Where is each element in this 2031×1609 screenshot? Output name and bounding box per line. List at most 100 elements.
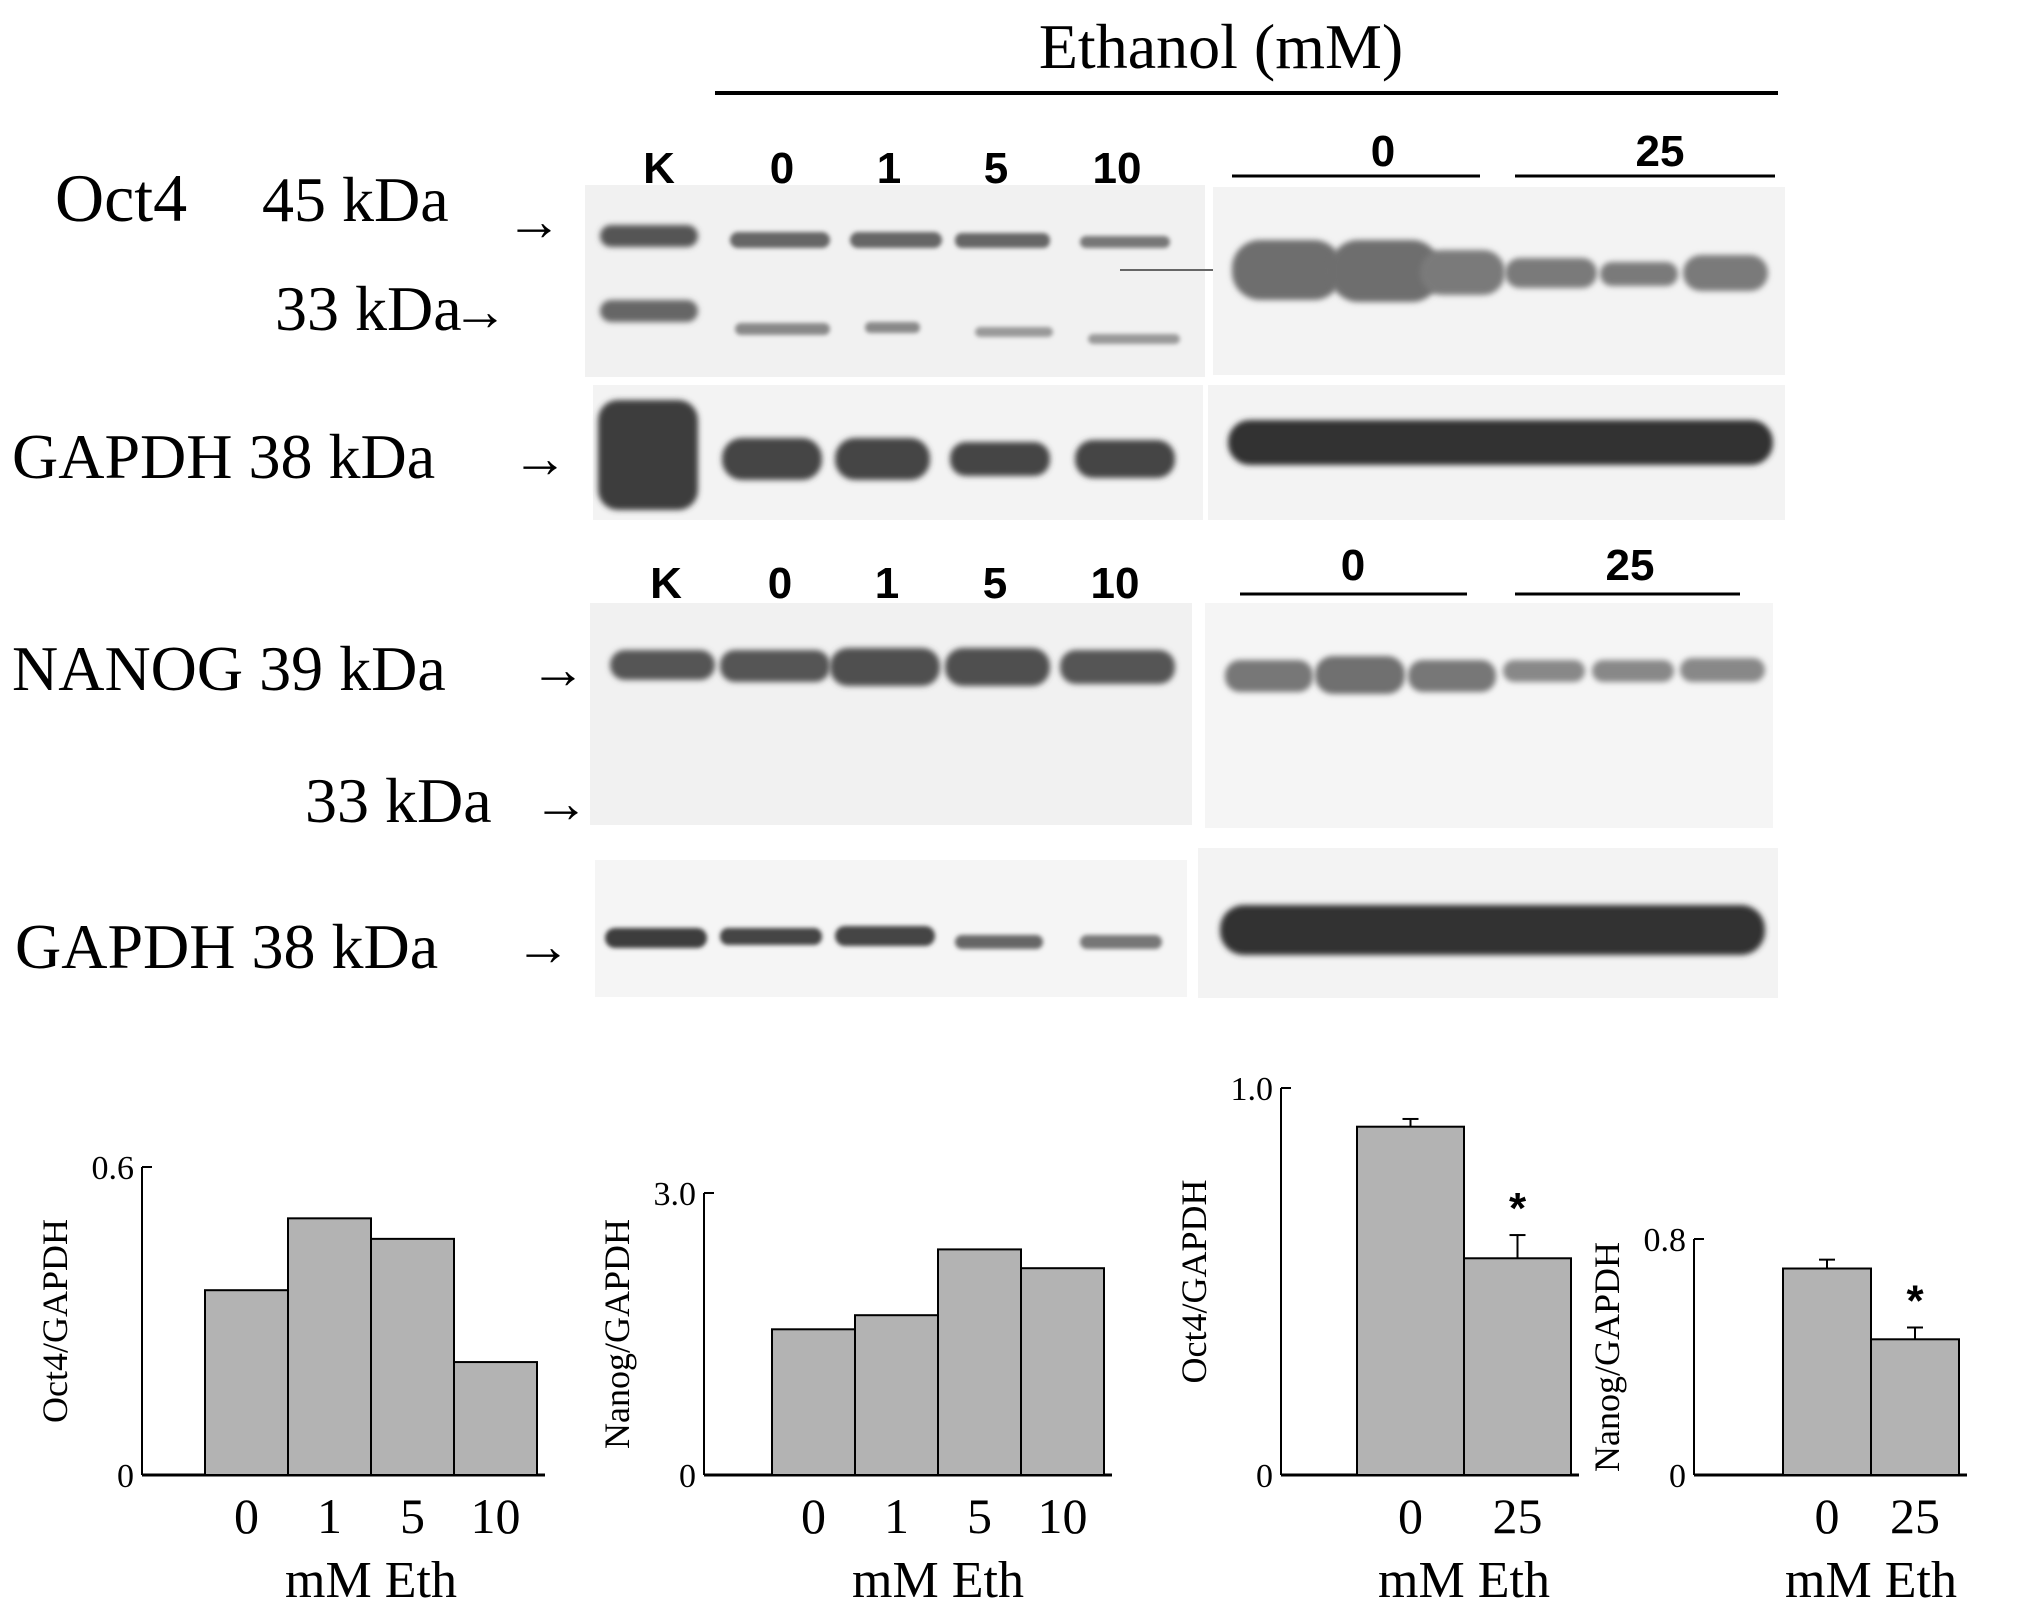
gapdh-2-band-1 [835, 926, 935, 946]
lane-label-10: 10 [1093, 144, 1142, 193]
gapdh-arrow-2: → [515, 916, 571, 978]
x-tick-label: 10 [471, 1488, 521, 1544]
nanog-lane-label-5: 5 [983, 559, 1007, 608]
gapdh-2-band-r [1220, 905, 1765, 955]
nanog-blot-right-panel [1205, 603, 1773, 828]
nanog-arrow-39: → [530, 639, 586, 701]
x-axis-label: mM Eth [285, 1552, 457, 1609]
oct4-band-r-6 [1683, 255, 1768, 291]
gapdh-1-band-1 [835, 438, 930, 480]
oct4-band-r-2 [1330, 240, 1440, 302]
bar-10 [1020, 1267, 1105, 1476]
nanog-arrow-33: → [533, 773, 589, 835]
oct4-band-10-45 [1080, 236, 1170, 248]
x-tick-label: 10 [1038, 1488, 1088, 1544]
y-tick-label: 0.8 [1644, 1222, 1687, 1259]
y-tick-label: 0 [1256, 1458, 1273, 1495]
x-tick-label: 5 [400, 1488, 425, 1544]
x-axis-label: mM Eth [1785, 1552, 1957, 1609]
bar-0 [1782, 1267, 1872, 1476]
gapdh-label-1: GAPDH 38 kDa [12, 421, 435, 492]
oct4-band-r-4 [1505, 258, 1597, 288]
x-tick-label: 0 [1398, 1488, 1423, 1544]
gapdh-2-band-k [605, 928, 707, 948]
nanog-group-label-0: 0 [1341, 541, 1365, 590]
nanog-band-k [610, 650, 715, 680]
nanog-protein-label: NANOG 39 kDa [12, 633, 446, 704]
gapdh-1-band-5 [950, 442, 1050, 476]
gapdh-1-band-0 [722, 438, 822, 480]
nanog-band-r-5 [1592, 660, 1674, 682]
x-tick-label: 0 [234, 1488, 259, 1544]
marker-arrow-33: → [452, 281, 508, 343]
nanog-band-10 [1060, 650, 1175, 684]
oct4-band-r-1 [1232, 240, 1342, 300]
bar-5 [370, 1237, 455, 1477]
lane-label-1: 1 [877, 144, 901, 193]
chart-4: 0 0.8 0 * 25 mM Eth Nanog/GAPDH [1587, 1222, 1967, 1609]
y-axis-label: Oct4/GAPDH [1174, 1180, 1214, 1384]
nanog-band-r-6 [1680, 658, 1765, 682]
oct4-band-0-33 [735, 323, 830, 335]
bar-5 [937, 1248, 1022, 1477]
gapdh-1-band-r [1228, 420, 1773, 465]
gapdh-1-band-10 [1075, 440, 1175, 478]
nanog-band-0 [720, 650, 830, 682]
gapdh-arrow-1: → [512, 428, 568, 490]
y-tick-label: 3.0 [654, 1176, 697, 1213]
marker-arrow-45: → [506, 191, 562, 253]
x-tick-label: 25 [1493, 1488, 1543, 1544]
nanog-band-r-2 [1315, 656, 1405, 694]
bar-0 [1356, 1125, 1465, 1476]
y-tick-label: 0.6 [92, 1150, 135, 1187]
oct4-band-1-45 [850, 232, 942, 248]
nanog-group-label-25: 25 [1606, 541, 1655, 590]
nanog-band-r-4 [1503, 660, 1585, 682]
nanog-blot-left-panel [590, 603, 1192, 825]
x-tick-label: 25 [1890, 1488, 1940, 1544]
bar-25 [1870, 1338, 1960, 1477]
oct4-band-r-3 [1420, 250, 1505, 295]
significance-marker: * [1509, 1184, 1527, 1233]
nanog-lane-label-1: 1 [875, 559, 899, 608]
oct4-protein-label: Oct4 [55, 160, 187, 236]
group-label-0: 0 [1371, 127, 1395, 176]
gapdh-1-band-k [598, 400, 698, 510]
x-tick-label: 5 [967, 1488, 992, 1544]
nanog-lane-label-0: 0 [768, 559, 792, 608]
oct4-band-k-33 [600, 300, 698, 322]
bar-1 [854, 1314, 939, 1476]
x-axis-label: mM Eth [1378, 1552, 1550, 1609]
x-tick-label: 0 [801, 1488, 826, 1544]
y-tick-label: 0 [679, 1458, 696, 1495]
y-axis-label: Nanog/GAPDH [597, 1219, 637, 1449]
oct4-blot-left-panel [585, 185, 1205, 377]
x-tick-label: 1 [317, 1488, 342, 1544]
oct4-band-0-45 [730, 232, 830, 248]
nanog-blot: K 0 1 5 10 0 25 NANOG 39 kDa → 33 kDa → [12, 541, 1773, 836]
oct4-band-k-45 [600, 225, 698, 247]
oct4-band-5-45 [955, 233, 1050, 248]
chart-3: 0 1.0 0 * 25 mM Eth Oct4/GAPDH [1174, 1071, 1579, 1609]
nanog-band-r-3 [1408, 660, 1496, 692]
gapdh-blot-1: GAPDH 38 kDa → [12, 385, 1785, 520]
bar-1 [287, 1217, 372, 1477]
marker-45kda-label: 45 kDa [262, 164, 449, 235]
bar-25 [1463, 1257, 1572, 1477]
bar-0 [771, 1328, 856, 1477]
gapdh-2-band-5 [955, 935, 1043, 949]
nanog-band-r-1 [1225, 660, 1313, 692]
significance-marker: * [1906, 1277, 1924, 1326]
marker-33kda-label: 33 kDa [275, 273, 462, 344]
x-axis-label: mM Eth [852, 1552, 1024, 1609]
bar-10 [453, 1361, 538, 1476]
x-tick-label: 1 [884, 1488, 909, 1544]
gapdh-blot-2: GAPDH 38 kDa → [15, 848, 1778, 998]
lane-label-0: 0 [770, 144, 794, 193]
y-tick-label: 0 [1669, 1458, 1686, 1495]
nanog-lane-label-k: K [650, 559, 682, 608]
y-tick-label: 0 [117, 1458, 134, 1495]
